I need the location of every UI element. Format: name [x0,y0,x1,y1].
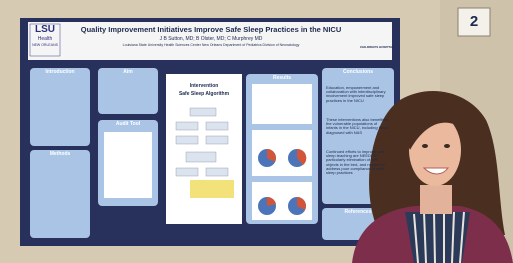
section-title: Conclusions [322,70,394,75]
poster-authors: J B Sutton, MD; B Olster, MD; C Murphrey… [66,37,356,42]
section-title: Audit Tool [98,122,158,127]
section-title: Aim [98,70,158,75]
section-title: Intervention [166,84,242,89]
section-title: References [322,210,394,215]
conclusion-item: Continued efforts to improve safe sleep … [326,150,390,175]
logo-name: LSU [31,25,59,36]
logo-sub: Health [31,37,59,42]
page: 2 LSU Health NEW ORLEANS Quality Improve… [0,0,513,263]
logo-city: NEW ORLEANS [31,44,59,48]
audit-form [104,132,152,198]
algorithm-note [190,180,234,198]
results-chart [252,84,312,124]
section-title: Methods [30,152,90,157]
section-title: Results [246,76,318,81]
partner-logo: CHILDREN'S HOSPITAL [360,46,394,49]
poster-affiliation: Louisiana State University Health Scienc… [66,44,356,48]
section-title: Introduction [30,70,90,75]
conclusion-item: These interventions also benefitted the … [326,118,390,135]
poster-title: Quality Improvement Initiatives Improve … [66,26,356,34]
panel-methods [30,150,90,238]
badge-number: 2 [458,8,490,36]
panel-introduction [30,68,90,146]
section-subtitle: Safe Sleep Algorithm [166,92,242,97]
conclusion-item: Education, empowerment and collaboration… [326,86,390,103]
